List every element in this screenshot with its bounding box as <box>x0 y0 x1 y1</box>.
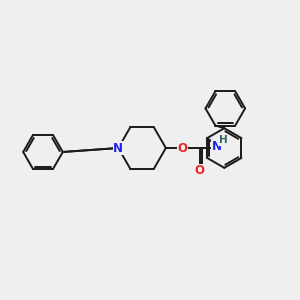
Text: N: N <box>212 140 221 152</box>
Text: H: H <box>219 135 228 145</box>
Text: O: O <box>194 164 205 177</box>
Text: N: N <box>113 142 123 154</box>
Text: N: N <box>113 142 123 154</box>
Text: N: N <box>113 142 123 154</box>
Text: H: H <box>219 135 228 145</box>
Text: N: N <box>212 140 221 152</box>
Text: O: O <box>194 164 205 177</box>
Text: N: N <box>113 142 123 154</box>
Text: O: O <box>178 142 188 154</box>
Text: O: O <box>178 142 188 154</box>
